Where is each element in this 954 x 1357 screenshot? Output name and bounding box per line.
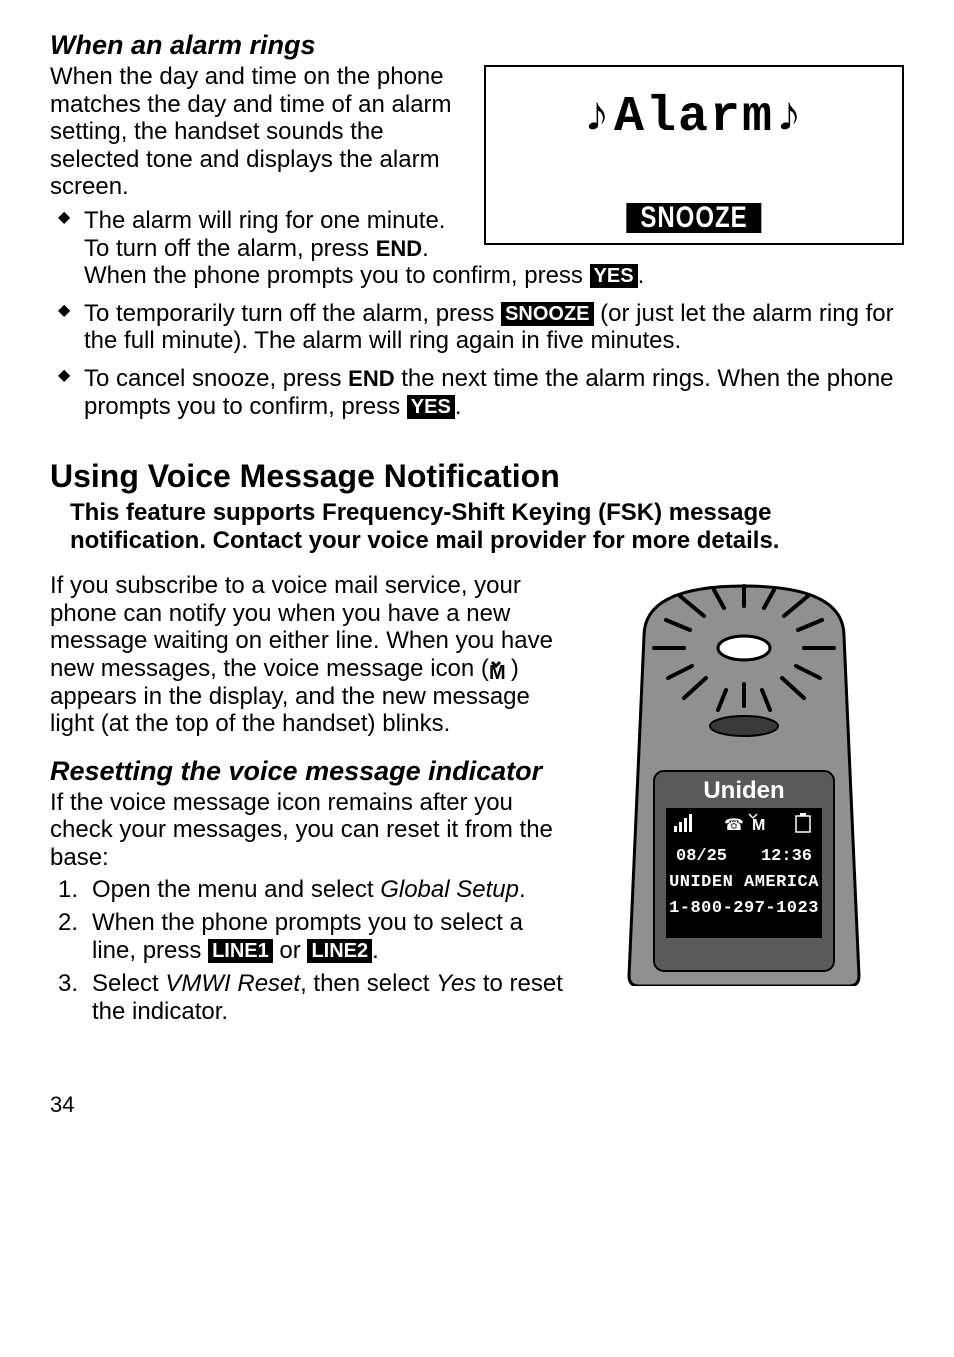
step-text: . [372,937,379,964]
svg-text:M: M [489,662,506,680]
step-text: . [519,876,526,903]
reset-steps: Open the menu and select Global Setup. W… [50,876,904,1026]
menu-item: Yes [436,970,476,997]
voice-message-icon: M [489,655,511,683]
alarm-bullet-3: To cancel snooze, press END the next tim… [50,365,904,420]
reset-step-2: When the phone prompts you to select a l… [50,909,904,964]
bullet-text: . [455,393,462,420]
yes-button-label: YES [407,395,455,419]
brand-label: Uniden [703,777,784,804]
vm-note: This feature supports Frequency-Shift Ke… [70,499,884,554]
vm-title: Using Voice Message Notification [50,458,904,495]
vm-body: Uniden ☎ M 08/25 12:36 UNIDEN AMERICA 1- [50,572,904,1031]
screen-time: 12:36 [761,847,812,866]
screen-date: 08/25 [676,847,727,866]
yes-button-label: YES [590,264,638,288]
line1-button-label: LINE1 [208,939,273,963]
ring-icon: ☎ [724,817,744,834]
end-key: END [376,236,422,261]
alarm-bullet-2: To temporarily turn off the alarm, press… [50,300,904,355]
step-text: , then select [300,970,436,997]
page-number: 34 [50,1092,904,1117]
bullet-text: . [638,262,645,289]
step-text: or [273,937,308,964]
reset-step-1: Open the menu and select Global Setup. [50,876,904,904]
menu-item: Global Setup [380,876,519,903]
line2-button-label: LINE2 [307,939,372,963]
step-text: Select [92,970,165,997]
alarm-bullet-list: The alarm will ring for one minute. To t… [50,207,904,420]
vm-icon: M [752,817,765,834]
alarm-bullet-1: The alarm will ring for one minute. To t… [50,207,904,290]
step-text: Open the menu and select [92,876,380,903]
bullet-text: To cancel snooze, press [84,365,348,392]
menu-item: VMWI Reset [165,970,300,997]
reset-step-3: Select VMWI Reset, then select Yes to re… [50,970,904,1025]
alarm-section: When an alarm rings ♪Alarm♪ SNOOZE When … [50,30,904,430]
alarm-screen-text: ♪Alarm♪ [486,89,902,147]
end-key: END [348,366,394,391]
bullet-text: To temporarily turn off the alarm, press [84,300,501,327]
snooze-button-label: SNOOZE [501,302,593,326]
alarm-subtitle: When an alarm rings [50,30,904,61]
vm-intro-text: If you subscribe to a voice mail service… [50,572,553,682]
